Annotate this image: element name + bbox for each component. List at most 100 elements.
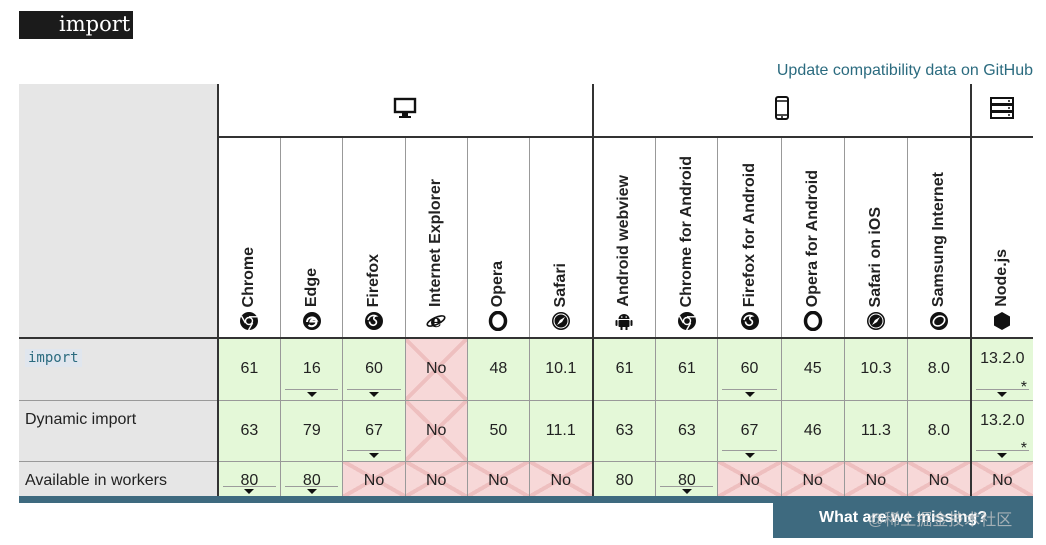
expand-notes-toggle[interactable] — [722, 449, 777, 461]
firefox-icon — [740, 311, 760, 331]
support-version: 80 — [677, 472, 696, 489]
support-version: No — [928, 472, 950, 489]
support-version: 10.1 — [545, 360, 577, 378]
browser-header-android-webview: Android webview — [591, 137, 656, 339]
support-version: 61 — [240, 360, 259, 378]
support-cell[interactable]: 67 — [717, 400, 782, 462]
chrome-icon — [239, 311, 259, 331]
support-cell[interactable]: 80 — [216, 461, 281, 498]
browser-header-safari: Safari — [528, 137, 593, 339]
browser-header-chrome-for-android: Chrome for Android — [655, 137, 718, 339]
expand-notes-toggle[interactable] — [722, 388, 777, 400]
support-cell[interactable]: 79 — [280, 400, 343, 462]
support-cell[interactable]: 13.2.0 * — [969, 400, 1033, 462]
support-cell[interactable]: No — [404, 338, 468, 401]
expand-notes-toggle[interactable] — [285, 388, 339, 400]
support-cell[interactable]: No — [404, 400, 468, 462]
browser-name: Opera — [489, 260, 507, 307]
support-cell[interactable]: 60 — [342, 338, 406, 401]
expand-notes-toggle[interactable] — [660, 485, 714, 497]
server-icon — [990, 96, 1015, 124]
support-cell[interactable]: No — [780, 461, 845, 498]
support-cell[interactable]: 67 — [342, 400, 406, 462]
support-version: 16 — [302, 360, 321, 378]
feature-row: import 61 16 60 No 48 10.1 61 61 60 45 10.3 8.0 13.2.… — [19, 338, 1033, 401]
support-version: 60 — [740, 360, 759, 378]
feature-code-link[interactable]: import — [25, 349, 82, 367]
support-cell[interactable]: 46 — [780, 400, 845, 462]
support-version: 10.3 — [860, 360, 892, 378]
support-version: 67 — [365, 421, 383, 439]
support-cell[interactable]: No — [717, 461, 782, 498]
svg-text:e: e — [430, 311, 441, 331]
expand-notes-toggle[interactable] — [285, 485, 339, 497]
support-version: 63 — [677, 421, 696, 439]
opera-icon — [488, 310, 508, 332]
support-cell[interactable]: 61 — [591, 338, 656, 401]
expand-notes-toggle[interactable] — [222, 485, 277, 497]
what-are-we-missing-button[interactable]: What are we missing? — [773, 496, 1033, 538]
support-cell[interactable]: No — [466, 461, 530, 498]
support-cell[interactable]: 8.0 — [906, 338, 971, 401]
support-cell[interactable]: 80 — [280, 461, 343, 498]
support-cell[interactable]: 60 — [717, 338, 782, 401]
browser-name: Node.js — [993, 249, 1011, 307]
browser-header-samsung-internet: Samsung Internet — [906, 137, 971, 339]
support-version: 50 — [489, 421, 508, 439]
support-cell[interactable]: 11.3 — [843, 400, 908, 462]
feature-row: Dynamic import 63 79 67 No 50 11.1 63 63 67 46 11.3… — [19, 400, 1033, 462]
support-version: No — [425, 421, 447, 439]
feature-name[interactable]: import — [19, 338, 218, 401]
support-version: 67 — [740, 421, 759, 439]
support-version: 61 — [615, 360, 634, 378]
browser-header-internet-explorer: Internet Explorer e — [404, 137, 468, 339]
samsung-icon — [929, 311, 949, 331]
expand-notes-toggle[interactable] — [975, 388, 1029, 400]
support-cell[interactable]: 63 — [655, 400, 718, 462]
support-cell[interactable]: 48 — [466, 338, 530, 401]
support-cell[interactable]: 11.1 — [528, 400, 593, 462]
support-version: 45 — [803, 360, 822, 378]
support-cell[interactable]: 80 — [591, 461, 656, 498]
support-cell[interactable]: 10.3 — [843, 338, 908, 401]
browser-header-firefox-for-android: Firefox for Android — [717, 137, 782, 339]
support-version: 63 — [615, 421, 634, 439]
support-cell[interactable]: No — [342, 461, 406, 498]
support-cell[interactable]: 63 — [216, 400, 281, 462]
support-cell[interactable]: 13.2.0 * — [969, 338, 1033, 401]
support-cell[interactable]: 16 — [280, 338, 343, 401]
support-cell[interactable]: 80 — [655, 461, 718, 498]
support-cell[interactable]: 61 — [655, 338, 718, 401]
support-cell[interactable]: 10.1 — [528, 338, 593, 401]
edge-icon — [302, 311, 322, 331]
support-version: 8.0 — [927, 421, 950, 439]
support-version: 61 — [677, 360, 696, 378]
support-cell[interactable]: 45 — [780, 338, 845, 401]
expand-notes-toggle[interactable] — [347, 449, 401, 461]
support-version: 11.1 — [545, 421, 576, 439]
support-cell[interactable]: No — [404, 461, 468, 498]
table-bottom-bar — [19, 496, 1033, 503]
support-cell[interactable]: No — [969, 461, 1033, 498]
support-cell[interactable]: 63 — [591, 400, 656, 462]
browser-header-opera: Opera — [466, 137, 530, 339]
support-version: No — [488, 472, 509, 489]
support-version: 48 — [489, 360, 508, 378]
support-version: 79 — [302, 421, 321, 439]
feature-row: Available in workers 80 80 No No No No 80 80 No No… — [19, 461, 1033, 498]
support-cell[interactable]: 50 — [466, 400, 530, 462]
support-version: No — [992, 472, 1013, 489]
support-cell[interactable]: 61 — [216, 338, 281, 401]
expand-notes-toggle[interactable] — [347, 388, 401, 400]
platform-header-row — [19, 84, 1033, 339]
feature-label: Available in workers — [25, 471, 167, 489]
support-version: 11.3 — [860, 421, 891, 439]
support-cell[interactable]: No — [906, 461, 971, 498]
update-compat-data-link[interactable]: Update compatibility data on GitHub — [776, 62, 1033, 79]
browser-header-chrome: Chrome — [216, 137, 281, 339]
support-cell[interactable]: 8.0 — [906, 400, 971, 462]
support-cell[interactable]: No — [843, 461, 908, 498]
support-cell[interactable]: No — [528, 461, 593, 498]
support-version: No — [802, 472, 823, 489]
expand-notes-toggle[interactable] — [975, 449, 1029, 461]
